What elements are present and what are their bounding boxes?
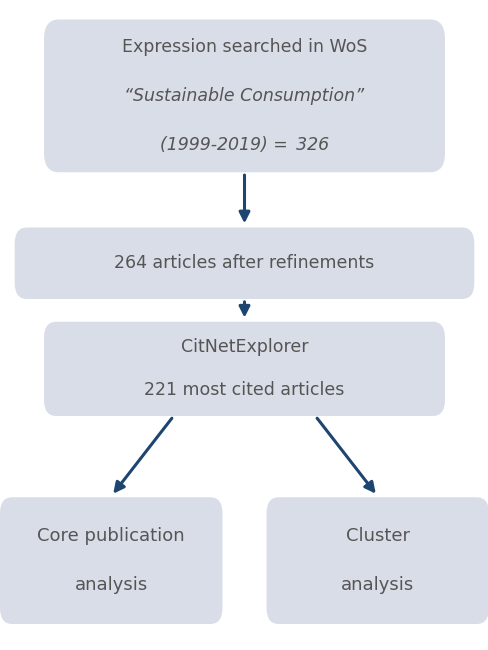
Text: Core publication: Core publication bbox=[38, 527, 184, 545]
Text: Expression searched in WoS: Expression searched in WoS bbox=[122, 38, 366, 56]
FancyBboxPatch shape bbox=[0, 497, 222, 624]
Text: CitNetExplorer: CitNetExplorer bbox=[181, 339, 307, 356]
Text: 264 articles after refinements: 264 articles after refinements bbox=[114, 254, 374, 272]
Text: 221 most cited articles: 221 most cited articles bbox=[144, 382, 344, 399]
Text: Cluster: Cluster bbox=[345, 527, 409, 545]
Text: “Sustainable Consumption”: “Sustainable Consumption” bbox=[124, 87, 364, 105]
FancyBboxPatch shape bbox=[44, 20, 444, 172]
Text: (1999-2019) =  326: (1999-2019) = 326 bbox=[160, 136, 328, 153]
FancyBboxPatch shape bbox=[44, 322, 444, 416]
Text: analysis: analysis bbox=[75, 577, 147, 594]
Text: analysis: analysis bbox=[341, 577, 413, 594]
FancyBboxPatch shape bbox=[266, 497, 488, 624]
FancyBboxPatch shape bbox=[15, 227, 473, 299]
